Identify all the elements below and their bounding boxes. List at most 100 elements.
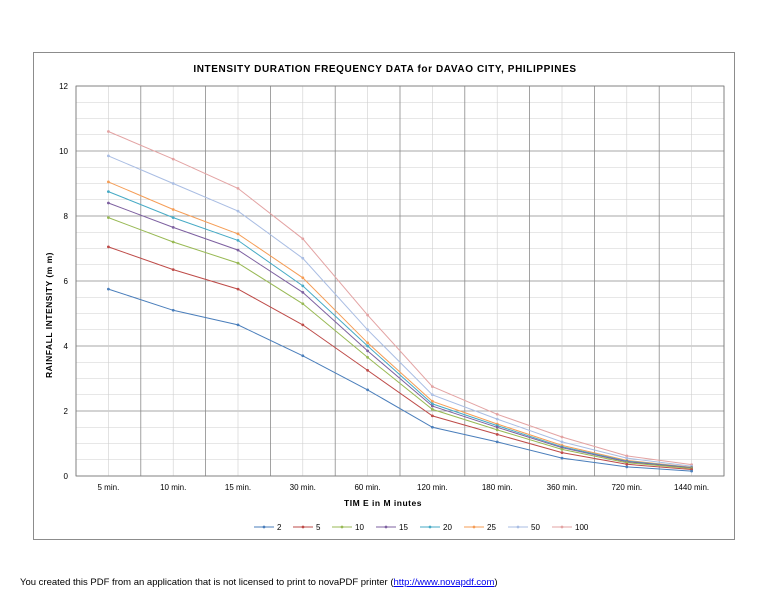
data-point bbox=[495, 412, 499, 416]
legend-marker bbox=[340, 525, 344, 529]
data-point bbox=[560, 435, 564, 439]
data-point bbox=[236, 248, 240, 252]
series-2 bbox=[107, 287, 693, 473]
legend-item-15: 15 bbox=[376, 523, 408, 532]
data-point bbox=[625, 462, 629, 466]
data-point bbox=[495, 433, 499, 436]
series-line bbox=[108, 131, 692, 466]
data-point bbox=[366, 388, 369, 392]
data-point bbox=[431, 385, 434, 389]
novapdf-link[interactable]: http://www.novapdf.com bbox=[393, 577, 495, 588]
series-line bbox=[108, 202, 692, 469]
y-tick-label: 4 bbox=[64, 342, 69, 351]
x-tick-label: 15 min. bbox=[225, 483, 251, 492]
data-point bbox=[301, 256, 305, 260]
x-tick-label: 10 min. bbox=[160, 483, 186, 492]
series-line bbox=[108, 181, 692, 468]
data-point bbox=[107, 154, 110, 158]
y-axis-label: RAINFALL INTENSITY (m m) bbox=[44, 252, 54, 378]
legend-label: 20 bbox=[443, 523, 452, 532]
legend-marker bbox=[472, 525, 476, 529]
data-point bbox=[171, 182, 175, 185]
x-tick-label: 1440 min. bbox=[674, 483, 709, 492]
data-point bbox=[107, 287, 110, 291]
x-axis-label: TIM E in M inutes bbox=[344, 498, 422, 508]
data-point bbox=[366, 349, 369, 353]
data-point bbox=[301, 284, 305, 288]
data-point bbox=[171, 225, 175, 229]
data-point bbox=[171, 157, 175, 161]
legend-item-100: 100 bbox=[552, 523, 589, 532]
chart-frame: INTENSITY DURATION FREQUENCY DATA for DA… bbox=[33, 52, 735, 540]
x-tick-label: 30 min. bbox=[290, 483, 316, 492]
x-tick-label: 720 min. bbox=[611, 483, 642, 492]
data-point bbox=[301, 323, 305, 327]
data-point bbox=[107, 190, 110, 194]
data-point bbox=[366, 344, 369, 348]
legend: 2 5 10 15 20 25 50 100 bbox=[254, 523, 589, 532]
series-lines bbox=[107, 130, 693, 473]
x-tick-label: 5 min. bbox=[98, 483, 120, 492]
legend-item-5: 5 bbox=[293, 523, 321, 532]
data-point bbox=[301, 302, 305, 306]
data-point bbox=[495, 425, 499, 429]
data-point bbox=[171, 308, 175, 312]
legend-marker bbox=[301, 525, 305, 529]
data-point bbox=[107, 245, 110, 249]
data-point bbox=[560, 447, 564, 451]
legend-item-25: 25 bbox=[464, 523, 496, 532]
data-point bbox=[560, 456, 564, 460]
data-point bbox=[107, 130, 110, 133]
data-point bbox=[301, 290, 305, 294]
footer-text-end: ) bbox=[494, 577, 498, 588]
series-line bbox=[108, 246, 692, 470]
y-tick-label: 2 bbox=[64, 407, 69, 416]
legend-item-10: 10 bbox=[332, 523, 364, 532]
data-point bbox=[366, 368, 369, 372]
data-point bbox=[495, 440, 499, 444]
data-point bbox=[431, 393, 434, 397]
data-point bbox=[495, 417, 499, 421]
legend-label: 100 bbox=[575, 523, 589, 532]
legend-marker bbox=[516, 525, 520, 529]
legend-item-2: 2 bbox=[254, 523, 282, 532]
chart-title: INTENSITY DURATION FREQUENCY DATA for DA… bbox=[193, 64, 576, 75]
legend-label: 15 bbox=[399, 523, 408, 532]
data-point bbox=[560, 440, 564, 444]
data-point bbox=[625, 456, 629, 460]
data-point bbox=[107, 180, 110, 184]
y-tick-label: 12 bbox=[59, 82, 68, 91]
legend-label: 5 bbox=[316, 523, 321, 532]
x-axis-ticks: 5 min. 10 min. 15 min. 30 min. 60 min. 120 mi… bbox=[98, 483, 710, 492]
data-point bbox=[301, 276, 305, 280]
data-point bbox=[431, 402, 434, 406]
legend-label: 50 bbox=[531, 523, 540, 532]
series-100 bbox=[107, 130, 693, 467]
data-point bbox=[495, 428, 499, 432]
data-point bbox=[107, 201, 110, 205]
y-tick-label: 10 bbox=[59, 147, 68, 156]
x-tick-label: 180 min. bbox=[482, 483, 513, 492]
data-point bbox=[560, 451, 564, 454]
plot-area bbox=[75, 85, 725, 477]
idf-chart: INTENSITY DURATION FREQUENCY DATA for DA… bbox=[44, 64, 725, 532]
data-point bbox=[236, 238, 240, 242]
data-point bbox=[431, 404, 434, 408]
data-point bbox=[431, 407, 434, 411]
series-20 bbox=[107, 190, 693, 469]
legend-item-20: 20 bbox=[420, 523, 452, 532]
legend-marker bbox=[384, 525, 388, 529]
data-point bbox=[431, 399, 434, 403]
series-line bbox=[108, 191, 692, 469]
footer-text: You created this PDF from an application… bbox=[20, 577, 394, 588]
data-point bbox=[171, 216, 175, 220]
y-tick-label: 6 bbox=[64, 277, 69, 286]
x-tick-label: 120 min. bbox=[417, 483, 448, 492]
data-point bbox=[690, 469, 693, 473]
legend-marker bbox=[262, 525, 266, 529]
grid bbox=[75, 85, 725, 477]
data-point bbox=[236, 323, 240, 327]
series-line bbox=[108, 217, 692, 469]
data-point bbox=[301, 354, 305, 358]
legend-item-50: 50 bbox=[508, 523, 540, 532]
